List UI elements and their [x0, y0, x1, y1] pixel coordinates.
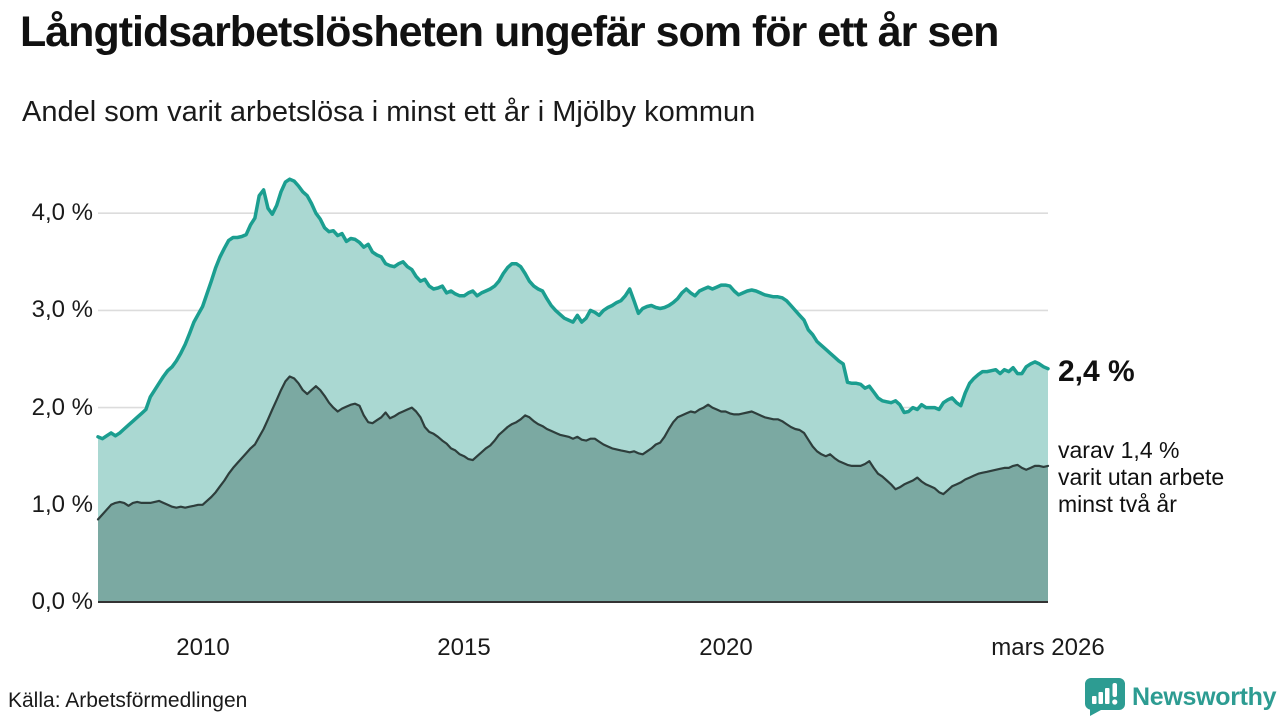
source-credit: Källa: Arbetsförmedlingen	[8, 689, 248, 712]
annotation-detail-line: varav 1,4 %	[1058, 437, 1180, 463]
page-title: Långtidsarbetslösheten ungefär som för e…	[20, 8, 999, 56]
y-tick-label: 4,0 %	[31, 199, 93, 226]
newsworthy-logo: Newsworthy	[1085, 678, 1277, 716]
x-tick-label: 2020	[699, 634, 753, 661]
y-tick-label: 2,0 %	[31, 394, 93, 421]
y-tick-label: 3,0 %	[31, 296, 93, 323]
area-two-years	[98, 376, 1048, 602]
line-two-years	[96, 375, 1050, 521]
line-one-year	[96, 177, 1050, 441]
newsworthy-logo-text: Newsworthy	[1132, 682, 1277, 711]
latest-value-label: 2,4 %	[1058, 355, 1135, 388]
y-tick-label: 1,0 %	[31, 491, 93, 518]
x-tick-label: 2015	[437, 634, 491, 661]
newsworthy-logo-icon	[1085, 678, 1125, 716]
annotation-detail-line: minst två år	[1058, 491, 1177, 517]
annotation-detail: varav 1,4 % varit utan arbete minst två …	[1058, 437, 1224, 518]
y-tick-label: 0,0 %	[31, 588, 93, 615]
x-tick-label: mars 2026	[991, 634, 1105, 661]
x-tick-label: 2010	[176, 634, 230, 661]
page-subtitle: Andel som varit arbetslösa i minst ett å…	[22, 96, 756, 128]
annotation-detail-line: varit utan arbete	[1058, 464, 1225, 490]
